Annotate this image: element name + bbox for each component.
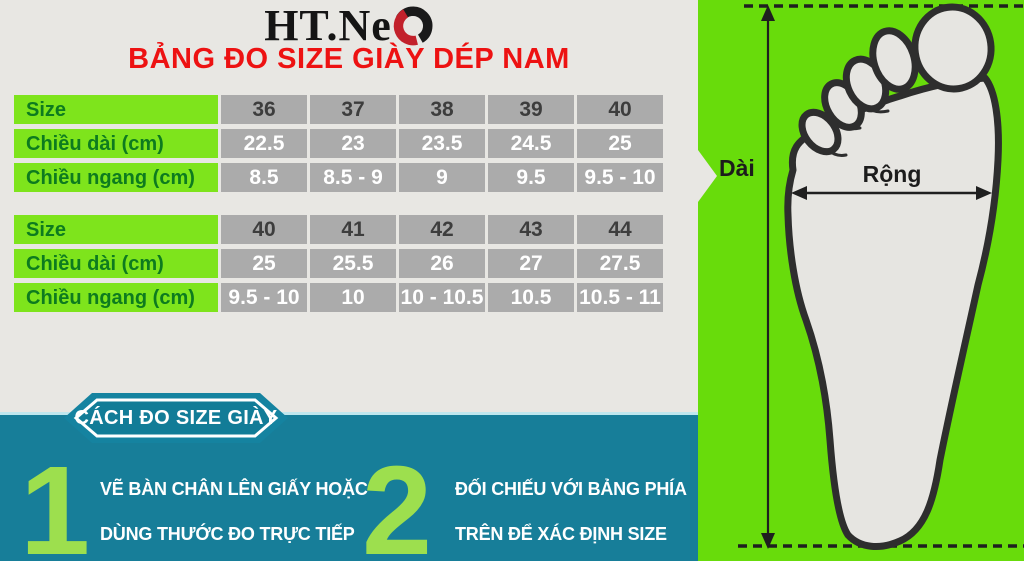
step-1-text-line-1: VẼ BÀN CHÂN LÊN GIẤY HOẶC — [100, 479, 368, 499]
width-cell: 10.5 — [488, 283, 574, 312]
width-cell: 8.5 - 9 — [310, 163, 396, 192]
size-cell: 40 — [221, 215, 307, 244]
length-cell: 25 — [577, 129, 663, 158]
row-label-size: Size — [14, 215, 218, 244]
size-cell: 38 — [399, 95, 485, 124]
size-table-36-40: Size 36 37 38 39 40 Chiều dài (cm) 22.5 … — [14, 95, 675, 192]
width-cell: 9 — [399, 163, 485, 192]
width-cell: 10 — [310, 283, 396, 312]
size-cell: 42 — [399, 215, 485, 244]
step-1-number: 1 — [20, 440, 91, 561]
width-cell: 9.5 — [488, 163, 574, 192]
length-cell: 23 — [310, 129, 396, 158]
length-cell: 25.5 — [310, 249, 396, 278]
length-cell: 25 — [221, 249, 307, 278]
row-label-size: Size — [14, 95, 218, 124]
brand-logo-text: HT.Ne — [264, 1, 392, 50]
section-divider — [0, 412, 698, 415]
width-cell: 10.5 - 11 — [577, 283, 663, 312]
width-cell: 10 - 10.5 — [399, 283, 485, 312]
length-arrow-icon — [761, 5, 775, 549]
step-1-text-line-2: DÙNG THƯỚC ĐO TRỰC TIẾP — [100, 524, 355, 544]
row-label-length: Chiều dài (cm) — [14, 249, 218, 278]
how-to-banner-title: CÁCH ĐO SIZE GIÀY — [74, 406, 278, 429]
row-label-length: Chiều dài (cm) — [14, 129, 218, 158]
length-label: Dài — [719, 155, 755, 181]
length-cell: 27.5 — [577, 249, 663, 278]
step-2-text-line-2: TRÊN ĐỂ XÁC ĐỊNH SIZE — [455, 524, 667, 544]
size-cell: 40 — [577, 95, 663, 124]
page-title: BẢNG ĐO SIZE GIÀY DÉP NAM — [128, 43, 570, 75]
length-cell: 24.5 — [488, 129, 574, 158]
step-2-text-line-1: ĐỐI CHIẾU VỚI BẢNG PHÍA — [455, 479, 687, 499]
how-to-banner-ribbon — [64, 393, 288, 443]
brand-logo-o-icon — [393, 6, 433, 46]
row-label-width: Chiều ngang (cm) — [14, 163, 218, 192]
length-cell: 27 — [488, 249, 574, 278]
size-cell: 37 — [310, 95, 396, 124]
toe-creases-icon — [826, 104, 890, 157]
row-label-width: Chiều ngang (cm) — [14, 283, 218, 312]
length-cell: 22.5 — [221, 129, 307, 158]
dai-pointer-icon — [698, 150, 717, 202]
length-cell: 23.5 — [399, 129, 485, 158]
size-cell: 41 — [310, 215, 396, 244]
step-2-number: 2 — [362, 440, 433, 561]
size-cell: 44 — [577, 215, 663, 244]
width-arrow-icon — [791, 186, 992, 200]
width-cell: 8.5 — [221, 163, 307, 192]
size-cell: 43 — [488, 215, 574, 244]
foot-outline-icon — [784, 3, 1002, 550]
size-cell: 36 — [221, 95, 307, 124]
width-cell: 9.5 - 10 — [221, 283, 307, 312]
width-label: Rộng — [862, 161, 922, 187]
width-cell: 9.5 - 10 — [577, 163, 663, 192]
foot-diagram — [698, 3, 1024, 550]
size-cell: 39 — [488, 95, 574, 124]
brand-logo: HT.Ne — [0, 4, 698, 48]
length-cell: 26 — [399, 249, 485, 278]
size-table-40-44: Size 40 41 42 43 44 Chiều dài (cm) 25 25… — [14, 215, 675, 312]
